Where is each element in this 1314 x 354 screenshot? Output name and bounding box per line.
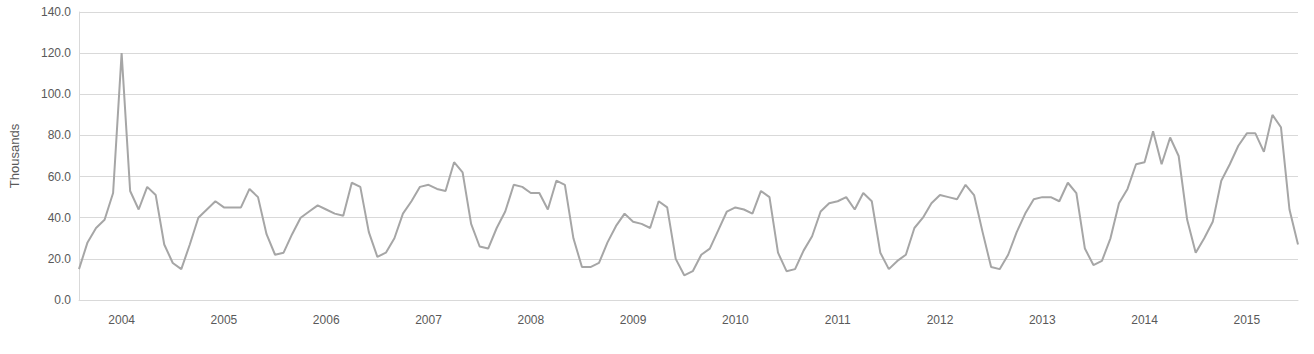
svg-text:2008: 2008 [517,313,544,327]
svg-text:2004: 2004 [108,313,135,327]
svg-text:Thousands: Thousands [7,123,22,188]
svg-text:40.0: 40.0 [48,211,72,225]
svg-text:2015: 2015 [1234,313,1261,327]
svg-text:2005: 2005 [211,313,238,327]
svg-text:2012: 2012 [927,313,954,327]
svg-text:2011: 2011 [825,313,851,327]
svg-text:2007: 2007 [415,313,442,327]
svg-text:80.0: 80.0 [48,128,72,142]
svg-text:60.0: 60.0 [48,170,72,184]
svg-text:120.0: 120.0 [41,46,71,60]
svg-text:20.0: 20.0 [48,252,72,266]
svg-text:2010: 2010 [722,313,749,327]
svg-text:2013: 2013 [1029,313,1056,327]
svg-text:0.0: 0.0 [54,293,71,307]
svg-text:140.0: 140.0 [41,5,71,19]
svg-text:100.0: 100.0 [41,87,71,101]
svg-text:2009: 2009 [620,313,647,327]
svg-text:2014: 2014 [1131,313,1158,327]
svg-text:2006: 2006 [313,313,340,327]
